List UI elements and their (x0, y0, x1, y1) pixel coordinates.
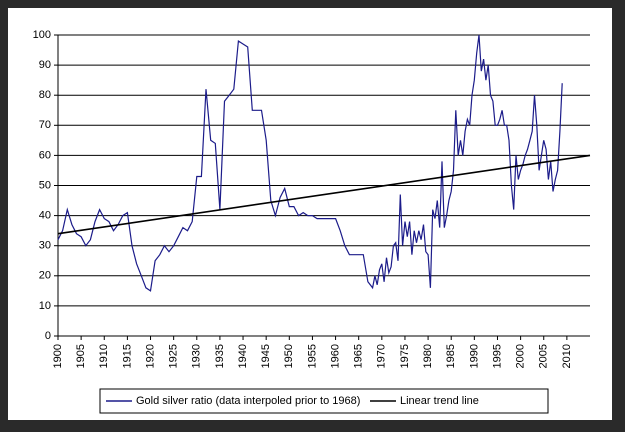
x-tick-label: 2010 (561, 344, 573, 368)
x-tick-label: 1935 (214, 344, 226, 368)
legend-label: Linear trend line (400, 395, 479, 407)
x-tick-label: 1985 (445, 344, 457, 368)
x-tick-label: 1980 (422, 344, 434, 368)
x-tick-label: 1930 (191, 344, 203, 368)
y-tick-label: 10 (39, 300, 51, 312)
x-tick-label: 1945 (260, 344, 272, 368)
x-tick-label: 1920 (144, 344, 156, 368)
x-tick-label: 1965 (353, 344, 365, 368)
x-tick-label: 1975 (399, 344, 411, 368)
x-tick-label: 1905 (75, 344, 87, 368)
legend-label: Gold silver ratio (data interpoled prior… (136, 395, 360, 407)
x-tick-label: 2005 (538, 344, 550, 368)
legend-box (99, 388, 549, 414)
y-tick-label: 80 (39, 89, 51, 101)
x-tick-label: 1915 (121, 344, 133, 368)
x-tick-label: 2000 (515, 344, 527, 368)
y-tick-label: 100 (33, 29, 51, 41)
series-line (57, 34, 563, 292)
x-tick-label: 1955 (306, 344, 318, 368)
y-tick-label: 0 (45, 330, 51, 342)
chart-panel (8, 8, 612, 420)
x-tick-label: 1925 (168, 344, 180, 368)
y-tick-label: 50 (39, 179, 51, 191)
y-tick-label: 30 (39, 240, 51, 252)
x-tick-label: 1990 (468, 344, 480, 368)
x-tick-label: 1960 (329, 344, 341, 368)
x-tick-label: 1900 (52, 344, 64, 368)
y-tick-label: 90 (39, 59, 51, 71)
x-tick-label: 1940 (237, 344, 249, 368)
series-line (57, 154, 591, 235)
y-tick-label: 70 (39, 119, 51, 131)
y-tick-label: 60 (39, 149, 51, 161)
x-tick-label: 1970 (376, 344, 388, 368)
x-tick-label: 1910 (98, 344, 110, 368)
y-tick-label: 40 (39, 210, 51, 222)
x-tick-label: 1950 (283, 344, 295, 368)
x-tick-label: 1995 (491, 344, 503, 368)
y-tick-label: 20 (39, 270, 51, 282)
